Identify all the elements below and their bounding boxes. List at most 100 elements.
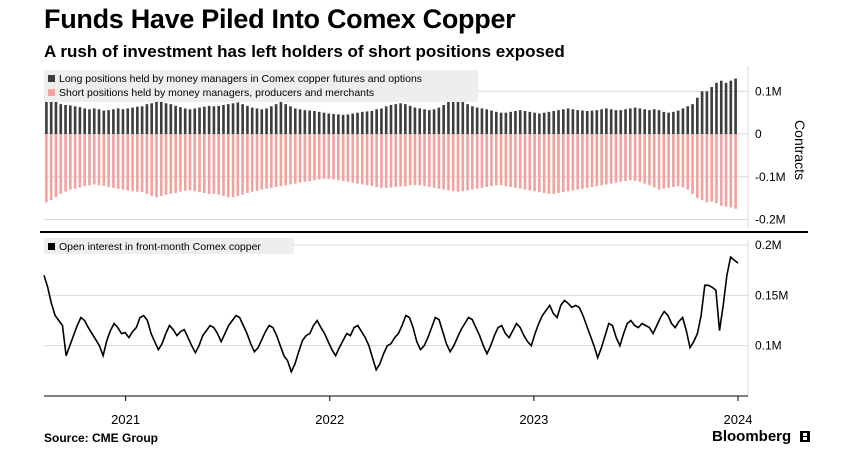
long-position-bar	[54, 102, 58, 135]
long-position-bar	[581, 110, 584, 135]
short-position-bar	[159, 134, 163, 196]
short-position-bar	[643, 134, 646, 184]
long-position-bar	[303, 110, 307, 135]
long-position-bar	[92, 108, 96, 135]
legend-long-label: Long positions held by money managers in…	[59, 73, 422, 85]
short-position-bar	[566, 134, 570, 192]
short-position-bar	[193, 134, 197, 192]
long-position-bar	[600, 109, 603, 135]
short-position-bar	[605, 134, 608, 185]
short-position-bar	[571, 134, 575, 191]
long-position-bar	[471, 106, 474, 135]
short-position-bar	[279, 134, 283, 187]
long-position-bar	[231, 103, 235, 135]
long-position-bar	[494, 111, 498, 135]
short-position-bar	[313, 134, 316, 181]
open-interest-y-ticks: 0.1M 0.15M 0.2M	[755, 238, 788, 353]
legend-background	[44, 238, 294, 254]
long-position-bar	[628, 108, 632, 135]
long-position-bar	[691, 104, 694, 135]
short-position-bar	[365, 134, 369, 186]
y-tick-label: 0.15M	[755, 288, 788, 302]
long-position-bar	[399, 103, 402, 135]
long-position-bar	[159, 100, 163, 135]
short-position-bar	[418, 134, 422, 186]
long-position-bar	[121, 109, 125, 135]
long-position-bar	[461, 99, 465, 135]
short-position-bar	[64, 134, 67, 192]
short-position-bar	[121, 134, 125, 190]
long-position-bar	[538, 113, 541, 135]
short-position-bar	[351, 134, 355, 183]
short-position-bar	[547, 134, 551, 194]
long-position-bar	[337, 114, 340, 135]
short-position-bar	[241, 134, 244, 195]
short-position-bar	[561, 134, 565, 193]
short-position-bar	[45, 134, 48, 203]
short-position-bar	[576, 134, 579, 190]
short-position-bar	[54, 134, 58, 198]
long-position-bar	[676, 110, 680, 135]
short-position-bar	[183, 134, 187, 191]
short-position-bar	[715, 134, 718, 204]
short-position-bar	[78, 134, 82, 188]
short-position-bar	[705, 134, 709, 203]
short-position-bar	[284, 134, 288, 186]
positions-y-axis-label: Contracts	[792, 120, 808, 180]
long-position-bar	[107, 110, 110, 135]
legend-background	[44, 70, 478, 102]
long-position-bar	[341, 114, 345, 135]
short-position-bar	[700, 134, 704, 201]
short-position-bar	[423, 134, 426, 187]
legend-short-label: Short positions held by money managers, …	[59, 87, 374, 99]
long-position-bar	[509, 111, 512, 135]
short-position-bar	[341, 134, 345, 182]
long-position-bar	[260, 109, 264, 135]
short-position-bar	[581, 134, 584, 189]
long-position-bar	[700, 91, 704, 135]
short-position-bar	[370, 134, 374, 187]
long-position-bar	[590, 110, 594, 135]
short-position-bar	[375, 134, 378, 188]
positions-legend: Long positions held by money managers in…	[44, 70, 478, 102]
short-position-bar	[638, 134, 642, 182]
source-note: Source: CME Group	[44, 431, 159, 445]
long-position-bar	[672, 111, 675, 135]
long-position-bar	[188, 109, 192, 135]
y-tick-label: 0	[755, 127, 762, 141]
positions-panel: 0.1M 0 -0.1M -0.2M Long positions held by m…	[44, 66, 808, 228]
long-position-bar	[222, 105, 225, 135]
long-position-bar	[289, 106, 292, 135]
short-position-bar	[303, 134, 307, 182]
short-position-bar	[633, 134, 637, 182]
long-position-bar	[724, 82, 728, 135]
long-position-bar	[365, 111, 369, 135]
long-position-bar	[585, 110, 589, 135]
long-position-bar	[418, 108, 422, 135]
short-position-bar	[672, 134, 675, 188]
short-position-bar	[174, 134, 177, 193]
short-position-bar	[327, 134, 331, 179]
short-position-bar	[451, 134, 455, 192]
long-position-bar	[605, 108, 608, 135]
long-position-bar	[308, 110, 311, 135]
long-position-bar	[193, 108, 197, 135]
long-position-bar	[212, 106, 216, 135]
short-position-bar	[485, 134, 489, 188]
long-position-bar	[69, 105, 72, 135]
short-position-bar	[226, 134, 230, 198]
long-position-bar	[681, 108, 685, 135]
long-position-bar	[490, 110, 493, 135]
short-position-bar	[255, 134, 259, 191]
long-position-bar	[73, 106, 77, 135]
short-position-bar	[116, 134, 120, 189]
short-position-bar	[150, 134, 154, 196]
short-position-bar	[729, 134, 733, 208]
short-position-bar	[504, 134, 508, 187]
short-position-bar	[389, 134, 393, 188]
long-position-bar	[423, 109, 426, 135]
open-interest-line	[43, 255, 739, 374]
long-position-bar	[485, 109, 489, 135]
long-position-bar	[317, 111, 321, 135]
